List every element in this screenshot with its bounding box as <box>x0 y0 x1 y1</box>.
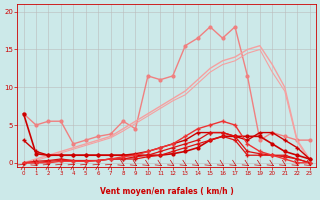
X-axis label: Vent moyen/en rafales ( km/h ): Vent moyen/en rafales ( km/h ) <box>100 187 234 196</box>
